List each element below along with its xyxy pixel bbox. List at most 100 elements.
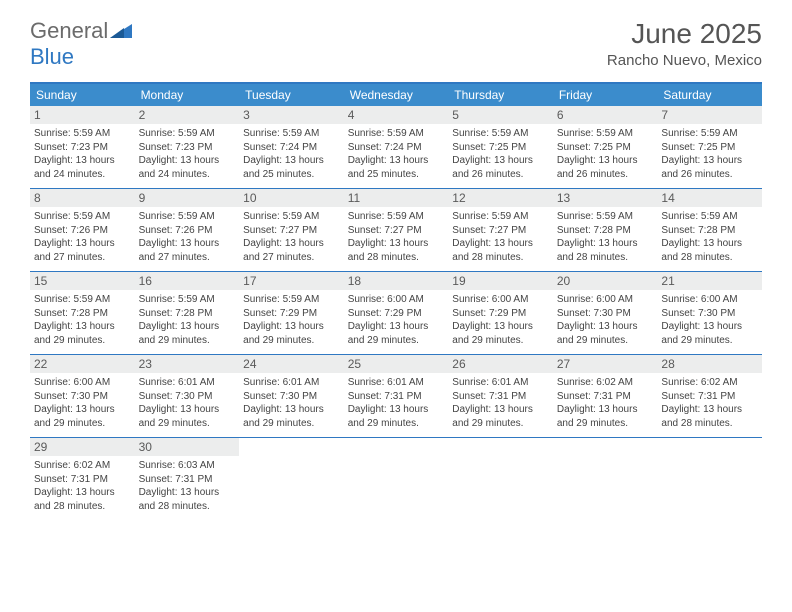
sunset-line: Sunset: 7:23 PM [34,141,131,155]
calendar-cell: 18Sunrise: 6:00 AMSunset: 7:29 PMDayligh… [344,272,449,354]
day-header-row: Sunday Monday Tuesday Wednesday Thursday… [30,84,762,106]
week-row: 29Sunrise: 6:02 AMSunset: 7:31 PMDayligh… [30,438,762,520]
sunrise-line: Sunrise: 5:59 AM [348,210,445,224]
calendar-cell: 8Sunrise: 5:59 AMSunset: 7:26 PMDaylight… [30,189,135,271]
day-header: Saturday [657,84,762,106]
sunrise-line: Sunrise: 5:59 AM [661,127,758,141]
daylight-line: Daylight: 13 hours and 28 minutes. [557,237,654,264]
calendar-cell: 17Sunrise: 5:59 AMSunset: 7:29 PMDayligh… [239,272,344,354]
daylight-line: Daylight: 13 hours and 25 minutes. [243,154,340,181]
sunset-line: Sunset: 7:28 PM [557,224,654,238]
sunset-line: Sunset: 7:25 PM [557,141,654,155]
week-row: 1Sunrise: 5:59 AMSunset: 7:23 PMDaylight… [30,106,762,189]
week-row: 8Sunrise: 5:59 AMSunset: 7:26 PMDaylight… [30,189,762,272]
sunset-line: Sunset: 7:31 PM [139,473,236,487]
sunrise-line: Sunrise: 5:59 AM [243,127,340,141]
day-number: 6 [553,106,658,124]
daylight-line: Daylight: 13 hours and 26 minutes. [452,154,549,181]
daylight-line: Daylight: 13 hours and 29 minutes. [34,403,131,430]
sunset-line: Sunset: 7:27 PM [348,224,445,238]
sunset-line: Sunset: 7:31 PM [34,473,131,487]
calendar-cell: 29Sunrise: 6:02 AMSunset: 7:31 PMDayligh… [30,438,135,520]
daylight-line: Daylight: 13 hours and 29 minutes. [557,403,654,430]
day-number: 14 [657,189,762,207]
sunset-line: Sunset: 7:27 PM [243,224,340,238]
daylight-line: Daylight: 13 hours and 29 minutes. [452,403,549,430]
sunset-line: Sunset: 7:28 PM [139,307,236,321]
daylight-line: Daylight: 13 hours and 29 minutes. [452,320,549,347]
sunset-line: Sunset: 7:30 PM [243,390,340,404]
calendar-cell: 16Sunrise: 5:59 AMSunset: 7:28 PMDayligh… [135,272,240,354]
sunrise-line: Sunrise: 5:59 AM [34,210,131,224]
logo-text: General Blue [30,18,132,70]
day-number: 9 [135,189,240,207]
calendar-cell: 15Sunrise: 5:59 AMSunset: 7:28 PMDayligh… [30,272,135,354]
calendar-cell: 10Sunrise: 5:59 AMSunset: 7:27 PMDayligh… [239,189,344,271]
sunrise-line: Sunrise: 6:00 AM [661,293,758,307]
sunset-line: Sunset: 7:31 PM [348,390,445,404]
sunrise-line: Sunrise: 5:59 AM [452,127,549,141]
week-row: 22Sunrise: 6:00 AMSunset: 7:30 PMDayligh… [30,355,762,438]
calendar-cell: 25Sunrise: 6:01 AMSunset: 7:31 PMDayligh… [344,355,449,437]
day-number: 27 [553,355,658,373]
calendar-cell: 23Sunrise: 6:01 AMSunset: 7:30 PMDayligh… [135,355,240,437]
calendar-cell: 4Sunrise: 5:59 AMSunset: 7:24 PMDaylight… [344,106,449,188]
sunset-line: Sunset: 7:29 PM [348,307,445,321]
calendar-cell [657,438,762,520]
calendar-cell: 6Sunrise: 5:59 AMSunset: 7:25 PMDaylight… [553,106,658,188]
logo-part2: Blue [30,44,74,69]
calendar-cell: 27Sunrise: 6:02 AMSunset: 7:31 PMDayligh… [553,355,658,437]
day-number: 2 [135,106,240,124]
week-row: 15Sunrise: 5:59 AMSunset: 7:28 PMDayligh… [30,272,762,355]
sunrise-line: Sunrise: 5:59 AM [243,210,340,224]
sunrise-line: Sunrise: 5:59 AM [139,210,236,224]
daylight-line: Daylight: 13 hours and 28 minutes. [661,403,758,430]
daylight-line: Daylight: 13 hours and 29 minutes. [34,320,131,347]
day-number: 23 [135,355,240,373]
day-header: Monday [135,84,240,106]
sunset-line: Sunset: 7:26 PM [34,224,131,238]
sunrise-line: Sunrise: 6:01 AM [452,376,549,390]
day-number: 4 [344,106,449,124]
calendar-cell: 13Sunrise: 5:59 AMSunset: 7:28 PMDayligh… [553,189,658,271]
sunset-line: Sunset: 7:29 PM [452,307,549,321]
day-number: 11 [344,189,449,207]
daylight-line: Daylight: 13 hours and 27 minutes. [139,237,236,264]
sunset-line: Sunset: 7:24 PM [348,141,445,155]
sunrise-line: Sunrise: 5:59 AM [139,127,236,141]
day-number: 21 [657,272,762,290]
day-number: 8 [30,189,135,207]
day-header: Sunday [30,84,135,106]
sunrise-line: Sunrise: 6:01 AM [243,376,340,390]
month-title: June 2025 [607,18,762,50]
daylight-line: Daylight: 13 hours and 29 minutes. [243,403,340,430]
day-number: 22 [30,355,135,373]
calendar-cell: 2Sunrise: 5:59 AMSunset: 7:23 PMDaylight… [135,106,240,188]
weeks-container: 1Sunrise: 5:59 AMSunset: 7:23 PMDaylight… [30,106,762,520]
sunset-line: Sunset: 7:28 PM [661,224,758,238]
calendar-cell: 11 Sunrise: 5:59 AMSunset: 7:27 PMDayligh… [344,189,449,271]
calendar-cell: 12Sunrise: 5:59 AMSunset: 7:27 PMDayligh… [448,189,553,271]
calendar-cell: 7Sunrise: 5:59 AMSunset: 7:25 PMDaylight… [657,106,762,188]
calendar-cell [553,438,658,520]
page-header: General Blue June 2025 Rancho Nuevo, Mex… [0,0,792,76]
calendar-cell: 26Sunrise: 6:01 AMSunset: 7:31 PMDayligh… [448,355,553,437]
sunrise-line: Sunrise: 5:59 AM [34,127,131,141]
sunrise-line: Sunrise: 5:59 AM [348,127,445,141]
sunset-line: Sunset: 7:27 PM [452,224,549,238]
sunrise-line: Sunrise: 5:59 AM [139,293,236,307]
sunset-line: Sunset: 7:30 PM [557,307,654,321]
daylight-line: Daylight: 13 hours and 28 minutes. [348,237,445,264]
day-number: 28 [657,355,762,373]
sunset-line: Sunset: 7:30 PM [139,390,236,404]
sunrise-line: Sunrise: 6:02 AM [661,376,758,390]
day-header: Thursday [448,84,553,106]
calendar-cell: 28Sunrise: 6:02 AMSunset: 7:31 PMDayligh… [657,355,762,437]
day-number: 19 [448,272,553,290]
sunrise-line: Sunrise: 5:59 AM [34,293,131,307]
calendar: Sunday Monday Tuesday Wednesday Thursday… [30,82,762,520]
sunrise-line: Sunrise: 6:00 AM [348,293,445,307]
day-number: 17 [239,272,344,290]
sunset-line: Sunset: 7:31 PM [452,390,549,404]
sunrise-line: Sunrise: 6:00 AM [34,376,131,390]
